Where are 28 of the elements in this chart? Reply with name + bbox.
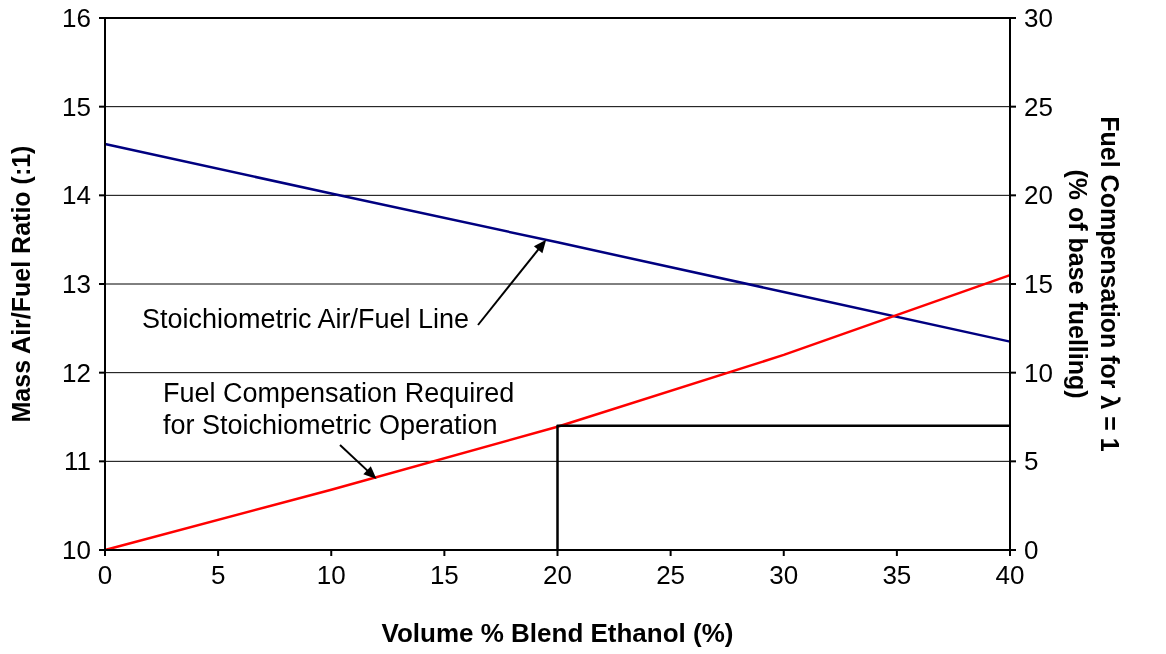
y-tick-label: 11	[64, 446, 91, 477]
annotation: Fuel Compensation Required for Stoichiometric Operation	[163, 378, 515, 440]
x-tick-label: 20	[543, 560, 572, 590]
x-tick-label: 40	[995, 560, 1025, 590]
x-tick-label: 5	[210, 560, 226, 590]
x-tick-label: 0	[97, 560, 113, 590]
y-tick-label: 14	[62, 180, 91, 211]
y-tick-label: 16	[62, 3, 91, 33]
x-tick-label: 10	[316, 560, 346, 590]
annotation: Stoichiometric Air/Fuel Line	[142, 304, 470, 334]
y2-tick-label: 30	[1024, 3, 1053, 33]
y2-tick-label: 20	[1024, 180, 1053, 211]
y2-axis-title: Fuel Compensation for λ = 1 (% of base fuelling)	[1064, 116, 1124, 452]
x-tick-label: 15	[429, 560, 459, 590]
x-axis-title: Volume % Blend Ethanol (%)	[381, 618, 734, 648]
x-tick-label: 35	[882, 560, 912, 590]
y2-tick-label: 10	[1024, 357, 1053, 388]
y2-tick-label: 25	[1024, 91, 1053, 122]
y2-tick-label: 15	[1024, 269, 1053, 299]
y-tick-label: 10	[62, 535, 91, 565]
x-tick-label: 30	[769, 560, 799, 590]
y-tick-label: 15	[62, 91, 91, 122]
y-axis-title: Mass Air/Fuel Ratio (:1)	[7, 145, 35, 423]
y2-tick-label: 5	[1024, 446, 1039, 477]
y2-tick-label: 0	[1024, 535, 1039, 565]
x-tick-label: 25	[656, 560, 686, 590]
y-tick-label: 12	[62, 357, 91, 388]
y-tick-label: 13	[62, 269, 91, 299]
